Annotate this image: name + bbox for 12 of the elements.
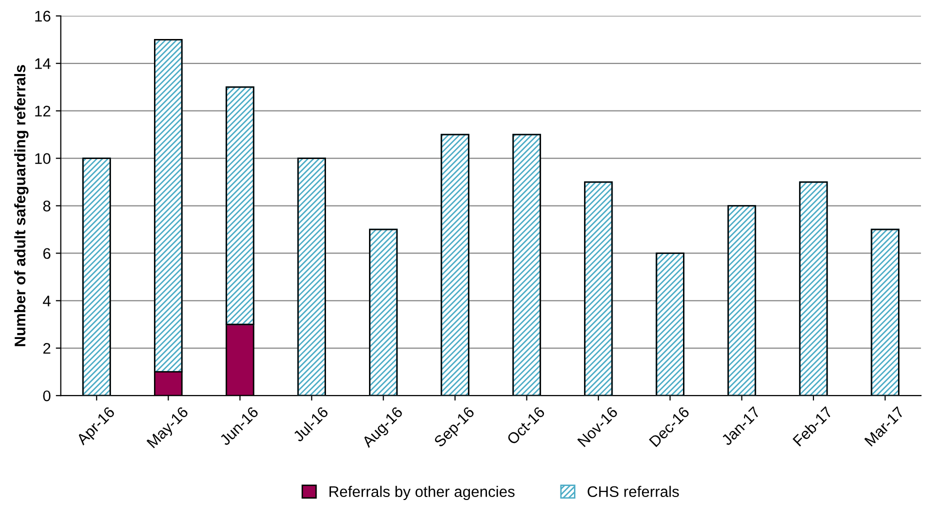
y-tick-label: 0: [43, 390, 50, 402]
y-axis-title: Number of adult safeguarding referrals: [14, 65, 29, 346]
legend-label: CHS referrals: [588, 486, 679, 498]
y-tick-label: 4: [42, 296, 51, 306]
y-tick-label: 14: [35, 58, 51, 69]
y-tick-label: 6: [43, 248, 50, 259]
y-tick-label: 10: [35, 153, 50, 164]
y-tick-label: 2: [43, 343, 50, 354]
y-tick-label: 8: [43, 200, 50, 212]
y-tick-label: 16: [35, 10, 50, 22]
y-tick-label: 12: [35, 106, 50, 116]
legend-label: Referrals by other agencies: [330, 486, 515, 500]
